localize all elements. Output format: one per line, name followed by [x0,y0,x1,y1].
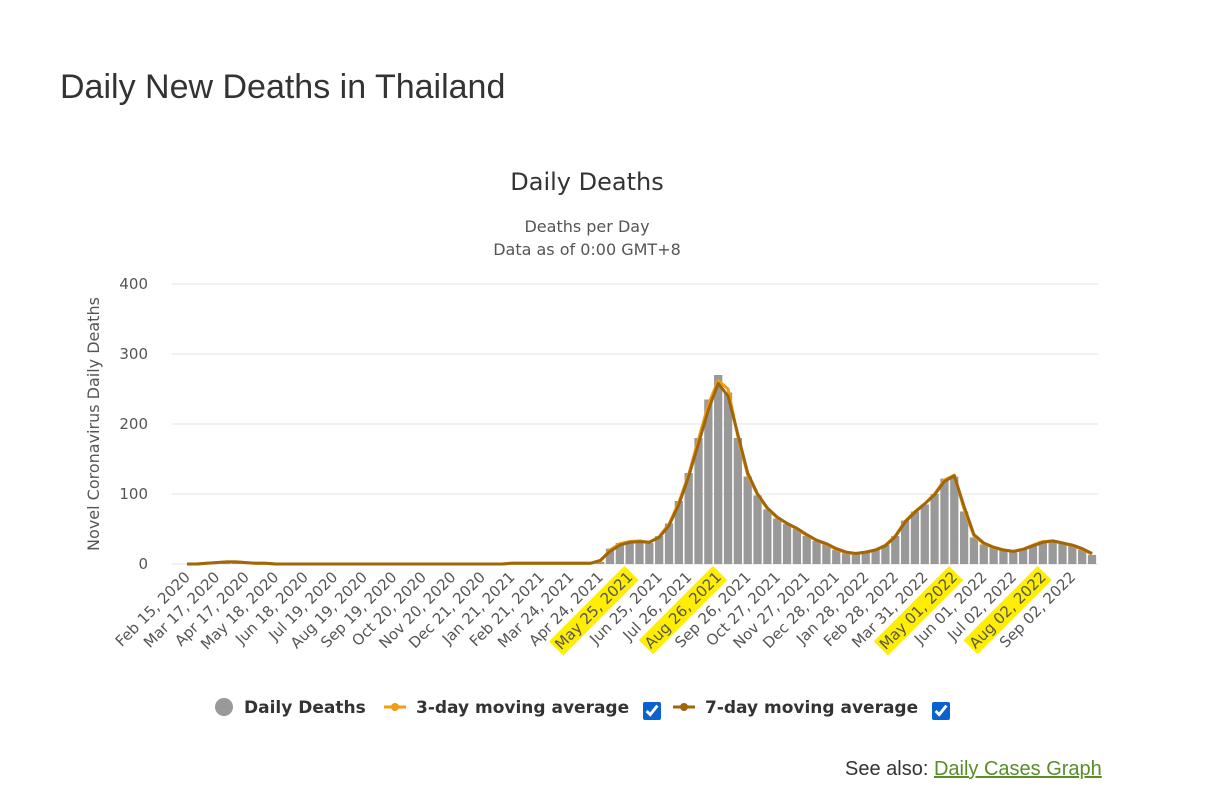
bar [910,511,920,564]
line [187,381,1093,566]
bar [1048,540,1057,564]
bar [605,548,615,564]
highlight [638,565,728,655]
bar [802,536,811,564]
bar [851,553,861,564]
bar [999,550,1008,564]
link[interactable]: Daily Cases Graph [933,758,1102,780]
bar [743,476,752,564]
bar [891,536,900,564]
bar [940,478,949,564]
page-title: Daily New Deaths in Thailand [60,68,506,106]
bar [723,392,733,564]
bar [822,544,831,564]
bar [714,375,723,564]
y-tick-label: 200 [119,415,148,433]
bar [959,511,969,564]
y-tick-label: 100 [119,485,148,503]
bar [861,552,870,564]
bar [871,550,880,564]
bar [694,438,703,564]
bar [773,518,782,564]
toggle-7day[interactable] [932,702,950,720]
subtitle: Deaths per Day [524,217,649,236]
bar [832,550,841,564]
chart-title: Daily Deaths [510,168,663,196]
see-also-prefix: See also: [845,758,929,780]
bar [1028,545,1038,564]
legend-label: 3-day moving average [416,698,629,718]
legend-marker [215,698,233,716]
bar [664,523,674,564]
y-tick-label: 0 [138,555,148,573]
see-also: See also: Daily Cases Graph [845,758,1102,781]
highlight [549,565,639,656]
y-axis-label: Novel Coronavirus Daily Deaths [84,297,103,551]
bar [1009,552,1018,564]
bar [969,537,979,564]
bar [615,543,624,564]
legend-marker [680,703,688,711]
subtitle: Data as of 0:00 GMT+8 [493,240,681,259]
bar [1058,543,1067,564]
bar [645,543,654,564]
y-tick-label: 400 [119,275,148,293]
bar [1019,548,1028,564]
bar [841,553,851,564]
bar [792,529,802,564]
highlight [963,565,1052,655]
highlight [873,565,964,656]
legend-marker [391,703,399,711]
bar [1078,550,1087,564]
bar [1087,554,1097,564]
bar [930,494,939,564]
bar [655,536,664,564]
bar [733,438,743,564]
bar [950,476,959,564]
bar [763,509,772,564]
bar [782,524,792,564]
bar [596,561,605,564]
y-tick-label: 300 [119,345,148,363]
legend-label: Daily Deaths [244,698,366,718]
bar [753,495,762,564]
bar [635,540,644,564]
bar [674,501,683,564]
bar [989,547,998,564]
bar [920,504,929,564]
bar [704,399,713,564]
bar [979,544,988,564]
legend-label: 7-day moving average [705,698,918,718]
bar [625,541,634,564]
bar [881,545,890,564]
bar [1068,545,1077,564]
bar [1038,540,1047,564]
bar [900,520,910,564]
toggle-3day[interactable] [643,702,661,720]
bar [684,473,693,564]
bar [812,540,821,564]
